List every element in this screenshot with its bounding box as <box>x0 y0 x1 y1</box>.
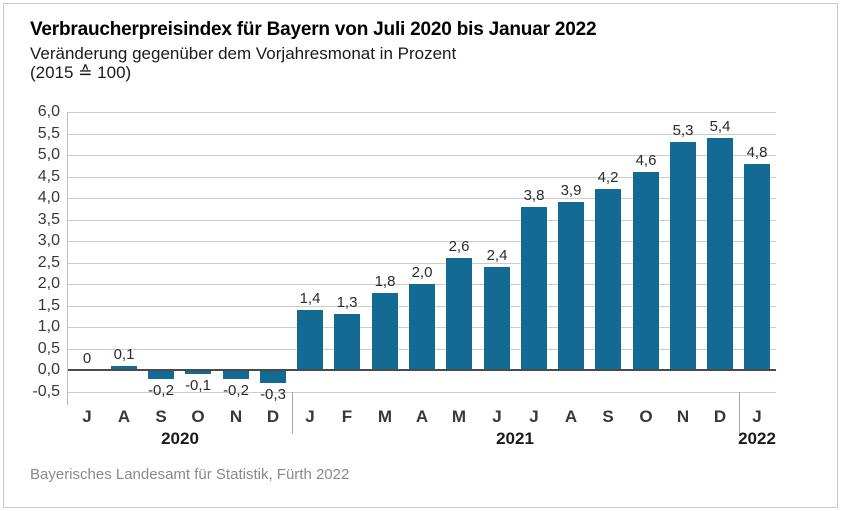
x-axis-month-label: M <box>377 407 393 426</box>
y-axis-tick-label: 2,0 <box>37 275 60 292</box>
bar <box>260 370 286 383</box>
y-axis-tick-label: 3,0 <box>37 232 60 249</box>
bar <box>670 142 696 370</box>
bar <box>148 370 174 379</box>
bar <box>372 293 398 370</box>
x-axis-year-label: 2021 <box>496 429 534 448</box>
bar-value-label: 3,8 <box>523 187 545 204</box>
x-axis-month-label: O <box>191 407 205 426</box>
x-axis-month-label: J <box>492 407 502 426</box>
bar-value-label: 4,2 <box>597 169 619 186</box>
x-axis-month-label: D <box>266 407 280 426</box>
y-axis-tick-label: 1,5 <box>37 297 60 314</box>
x-axis-month-label: S <box>602 407 614 426</box>
x-axis-month-label: N <box>229 407 243 426</box>
bar <box>595 189 621 370</box>
x-axis-month-label: J <box>82 407 92 426</box>
bar <box>446 258 472 370</box>
x-axis-month-label: O <box>639 407 653 426</box>
bar-value-label: 1,8 <box>374 273 396 290</box>
x-axis-month-label: M <box>451 407 467 426</box>
y-axis-tick-label: 6,0 <box>37 103 60 120</box>
bar-value-label: 1,4 <box>299 290 321 307</box>
bar-value-label: -0,1 <box>185 377 211 394</box>
bar <box>111 366 137 370</box>
x-axis-month-label: F <box>341 407 353 426</box>
bar-value-label: 2,4 <box>486 247 508 264</box>
y-axis-tick-label: 3,5 <box>37 211 60 228</box>
bar-value-label: 0,1 <box>113 346 135 363</box>
gridline <box>68 155 776 156</box>
bar <box>185 370 211 374</box>
zero-line <box>68 369 776 371</box>
bar <box>297 310 323 370</box>
bar-value-label: 3,9 <box>560 182 582 199</box>
bar-value-label: -0,2 <box>223 382 249 399</box>
x-axis-month-label: J <box>752 407 762 426</box>
y-axis-tick-label: 2,5 <box>37 254 60 271</box>
bar <box>744 164 770 370</box>
year-separator <box>739 392 740 434</box>
year-separator <box>292 392 293 434</box>
y-axis-tick-label: 1,0 <box>37 318 60 335</box>
scale-note: (2015 ≙ 100) <box>30 63 132 82</box>
bar-value-label: 5,4 <box>709 118 731 135</box>
gridline <box>68 177 776 178</box>
gridline <box>68 134 776 135</box>
x-axis-year-label: 2022 <box>738 429 776 448</box>
gridline <box>68 112 776 113</box>
bar-value-label: 2,0 <box>411 264 433 281</box>
y-axis-tick-label: 5,5 <box>37 125 60 142</box>
bar <box>707 138 733 370</box>
source-note: Bayerisches Landesamt für Statistik, Für… <box>30 466 350 483</box>
x-axis-month-label: A <box>117 407 131 426</box>
chart-subtitle: Veränderung gegenüber dem Vorjahresmonat… <box>30 44 457 63</box>
x-axis-month-label: J <box>305 407 315 426</box>
gridline <box>68 241 776 242</box>
x-axis-month-label: A <box>415 407 429 426</box>
bar-value-label: 1,3 <box>336 294 358 311</box>
gridline <box>68 263 776 264</box>
bar <box>409 284 435 370</box>
bar <box>521 207 547 370</box>
bar <box>558 202 584 370</box>
y-axis-tick-label: 4,5 <box>37 168 60 185</box>
bar <box>223 370 249 379</box>
bar <box>484 267 510 370</box>
y-axis-tick-label: 4,0 <box>37 189 60 206</box>
x-axis-left-tick <box>67 392 68 405</box>
x-axis-year-label: 2020 <box>161 429 199 448</box>
x-axis-month-label: J <box>529 407 539 426</box>
x-axis-month-label: S <box>155 407 167 426</box>
y-axis-line <box>67 112 68 404</box>
chart-title: Verbraucherpreisindex für Bayern von Jul… <box>30 19 597 40</box>
gridline <box>68 392 776 393</box>
bar-value-label: 0 <box>82 350 92 367</box>
bar-value-label: 4,6 <box>635 152 657 169</box>
y-axis-tick-label: 0,5 <box>37 340 60 357</box>
x-axis-month-label: D <box>713 407 727 426</box>
y-axis-tick-label: 0,0 <box>37 361 60 378</box>
y-axis-tick-label: -0,5 <box>32 383 60 400</box>
bar-value-label: 2,6 <box>448 238 470 255</box>
x-axis-month-label: A <box>564 407 578 426</box>
bar-value-label: -0,3 <box>260 386 286 403</box>
bar-value-label: 5,3 <box>672 122 694 139</box>
gridline <box>68 198 776 199</box>
bar <box>334 314 360 370</box>
bar <box>633 172 659 370</box>
bar-value-label: -0,2 <box>148 382 174 399</box>
bar-value-label: 4,8 <box>746 144 768 161</box>
x-axis-month-label: N <box>676 407 690 426</box>
gridline <box>68 220 776 221</box>
y-axis-tick-label: 5,0 <box>37 146 60 163</box>
